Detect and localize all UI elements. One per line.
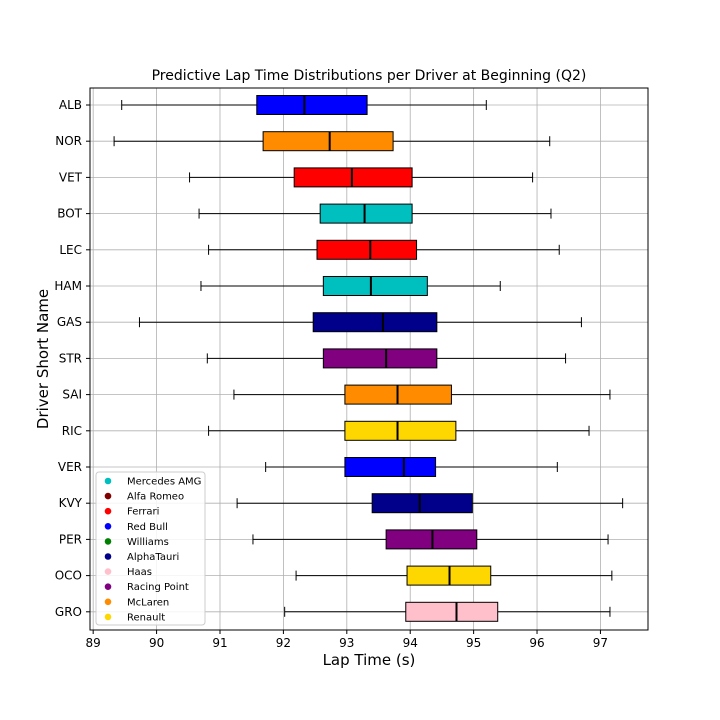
x-tick-label: 95 [466,636,481,650]
x-axis-label: Lap Time (s) [323,651,416,669]
y-axis-ticks: ALB NOR VET BOT LEC HAM GAS STR SAI RIC VER KVY PER O… [54,98,90,619]
box-vet [189,167,534,188]
y-tick-label: OCO [55,569,82,583]
y-tick-label: BOT [57,207,82,221]
box-iqr [344,420,457,441]
legend-frame [95,471,206,626]
box-bot [198,203,552,224]
legend-label: Ferrari [127,507,159,518]
y-tick-label: GRO [55,605,82,619]
legend-label: Racing Point [127,582,189,593]
box-kvy [236,493,624,514]
y-tick-label: ALB [59,98,82,112]
x-tick-label: 94 [403,636,418,650]
box-iqr [322,276,428,296]
box-iqr [344,457,437,477]
y-tick-label: GAS [57,315,82,329]
box-nor [113,131,551,152]
y-axis-label: Driver Short Name [34,289,52,429]
legend: Mercedes AMG Alfa Romeo Ferrari Red Bull Wil… [95,471,206,626]
chart-title: Predictive Lap Time Distributions per Dr… [152,68,587,84]
y-tick-label: KVY [59,496,83,510]
box-oco [295,565,613,586]
legend-marker [104,507,112,515]
legend-label: Haas [127,567,152,578]
box-iqr [262,131,394,152]
legend-marker [104,613,112,621]
legend-marker [104,583,112,590]
box-iqr [316,239,418,260]
box-gro [284,601,611,622]
legend-marker [104,568,112,575]
legend-label: Renault [127,612,165,623]
x-tick-label: 90 [149,636,164,650]
legend-marker [104,553,112,560]
box-str [206,348,567,369]
legend-marker [104,492,112,500]
legend-marker [104,598,112,606]
legend-label: Red Bull [127,522,168,533]
legend-label: Williams [127,537,169,548]
legend-label: Mercedes AMG [127,477,201,488]
box-iqr [256,95,368,115]
y-tick-label: PER [59,532,82,546]
box-iqr [319,203,413,224]
box-lec [208,239,560,260]
box-ver [265,457,558,477]
x-tick-label: 97 [593,636,608,650]
legend-marker [104,523,112,530]
box-sai [233,384,611,405]
y-tick-label: VER [58,460,82,474]
box-alb [121,95,487,115]
box-per [252,529,609,550]
box-ham [200,276,501,296]
y-tick-label: SAI [62,388,82,402]
y-tick-label: NOR [55,134,82,148]
x-tick-label: 91 [212,636,227,650]
y-tick-label: VET [59,170,83,184]
legend-marker [104,477,112,485]
y-tick-label: RIC [62,424,82,438]
legend-marker [104,538,112,545]
box-iqr [312,312,438,333]
box-ric [208,420,590,441]
legend-label: AlphaTauri [127,552,179,563]
x-axis-ticks: 89 90 91 92 93 94 95 96 97 [86,630,608,650]
x-tick-label: 96 [529,636,544,650]
x-tick-label: 89 [86,636,101,650]
x-tick-label: 93 [339,636,354,650]
y-tick-label: LEC [59,243,82,257]
box-iqr [371,493,473,514]
legend-label: McLaren [127,597,169,608]
box-iqr [405,601,499,622]
legend-label: Alfa Romeo [127,492,184,503]
y-tick-label: STR [59,351,82,365]
box-iqr [322,348,438,369]
y-tick-label: HAM [54,279,82,293]
x-tick-label: 92 [276,636,291,650]
box-series [113,95,624,622]
plot-frame [89,87,649,631]
box-iqr [293,167,413,188]
box-gas [138,312,582,333]
